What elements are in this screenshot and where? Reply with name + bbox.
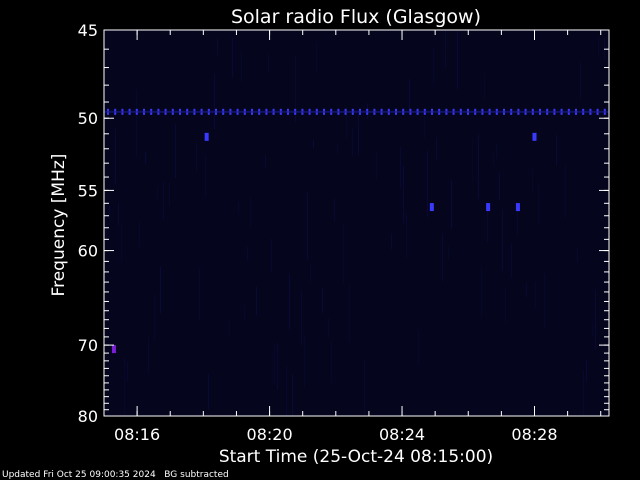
spot-2 — [204, 132, 209, 141]
y-tick-label: 45 — [78, 21, 98, 40]
axes: 08:16 08:20 08:24 08:28 45 50 55 60 70 80 — [78, 21, 610, 444]
spot-5 — [486, 203, 491, 212]
plot-area — [104, 30, 609, 416]
spot-1 — [111, 345, 116, 354]
x-axis-label: Start Time (25-Oct-24 08:15:00) — [219, 447, 493, 467]
spot-6 — [515, 203, 520, 212]
x-tick-label: 08:16 — [114, 425, 160, 444]
spot-4 — [429, 203, 434, 212]
update-timestamp: Updated Fri Oct 25 09:00:35 2024 — [2, 470, 156, 480]
x-tick-label: 08:24 — [379, 425, 425, 444]
x-tick-label: 08:28 — [511, 425, 557, 444]
y-tick-label: 55 — [78, 181, 98, 200]
chart-title: Solar radio Flux (Glasgow) — [231, 6, 481, 28]
y-tick-label: 70 — [78, 336, 98, 355]
spot-3 — [532, 132, 537, 141]
y-tick-label: 50 — [78, 109, 98, 128]
bg-subtracted-note: BG subtracted — [164, 470, 229, 480]
y-tick-label: 60 — [78, 242, 98, 261]
y-axis-label: Frequency [MHz] — [49, 154, 69, 297]
plot-background — [104, 30, 609, 416]
y-tick-label: 80 — [78, 407, 98, 426]
plot-frame — [103, 29, 610, 417]
noise-streaks — [106, 30, 605, 416]
x-tick-label: 08:20 — [247, 425, 293, 444]
footer: Updated Fri Oct 25 09:00:35 2024 BG subt… — [2, 470, 229, 480]
persistent-band — [104, 108, 609, 115]
